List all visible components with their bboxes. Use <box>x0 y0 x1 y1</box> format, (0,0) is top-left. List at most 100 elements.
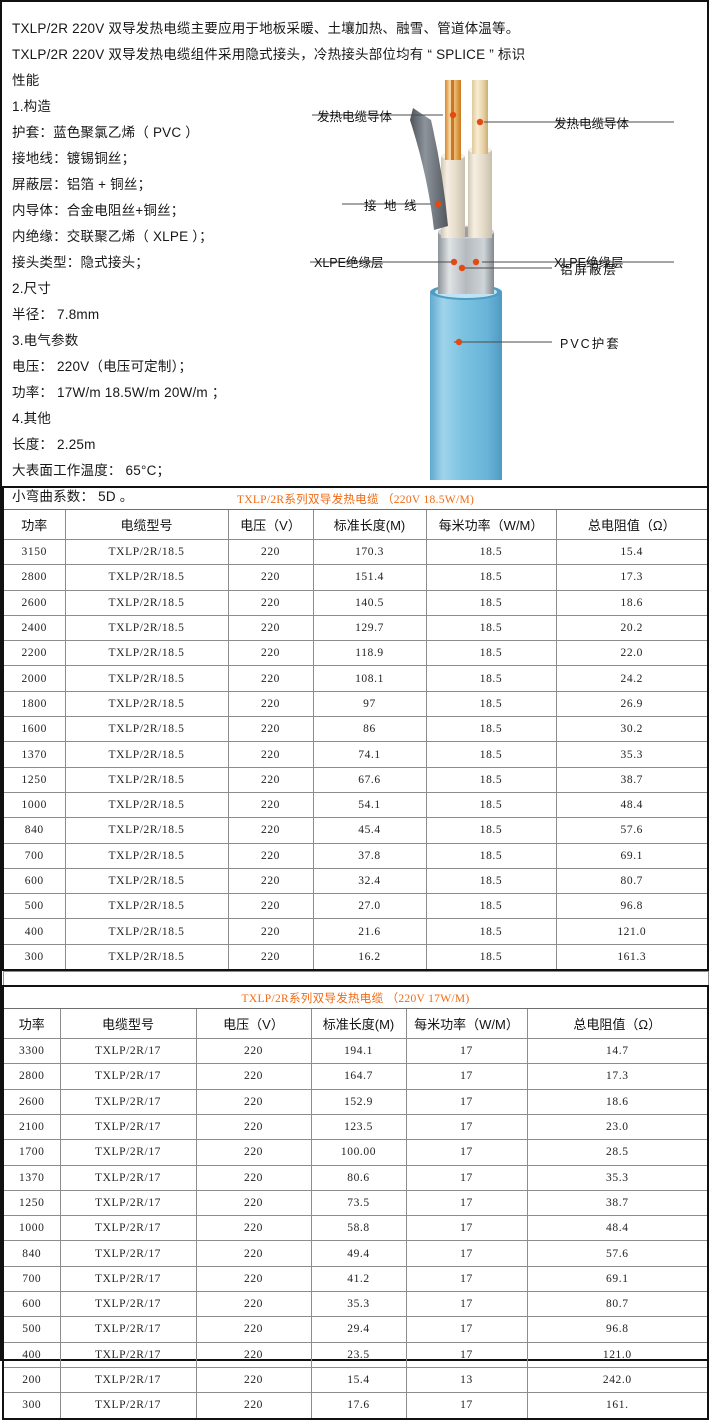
table-cell: TXLP/2R/18.5 <box>64 716 229 743</box>
table-cell: 2600 <box>2 589 66 616</box>
table-cell: 300 <box>2 943 66 972</box>
table-2-col-power: 功率 <box>2 1008 61 1040</box>
table-cell: 17 <box>405 1240 528 1267</box>
table-row: 1000 TXLP/2R/17 220 58.8 17 48.4 <box>2 1215 709 1242</box>
spec-line-ground-wire: 接地线：镀锡铜丝； <box>12 151 136 166</box>
table-cell: 123.5 <box>310 1113 407 1141</box>
table-row: 600 TXLP/2R/17 220 35.3 17 80.7 <box>2 1291 709 1318</box>
leader-dots <box>434 111 484 346</box>
table-cell: 700 <box>2 842 66 869</box>
product-description-section: TXLP/2R 220V 双导发热电缆主要应用于地板采暖、土壤加热、融雪、管道体… <box>2 2 707 504</box>
table-cell: 45.4 <box>312 817 427 844</box>
table-cell: 13 <box>405 1366 528 1394</box>
table-gap-cell <box>2 971 709 987</box>
table-cell: 500 <box>2 893 66 920</box>
table-cell: 26.9 <box>555 690 709 718</box>
table-cell: 73.5 <box>310 1189 407 1217</box>
table-cell: 600 <box>2 867 66 895</box>
table-cell: 2600 <box>2 1088 61 1115</box>
cable-cutaway-illustration: 发热电缆导体 发热电缆导体 接 地 线 XLPE绝缘层 XLPE绝缘层 铝屏蔽层… <box>302 80 702 480</box>
table-cell: 18.5 <box>425 614 557 642</box>
table-cell: 86 <box>312 716 427 743</box>
table-cell: 600 <box>2 1291 61 1318</box>
table-1-col-model: 电缆型号 <box>64 509 229 540</box>
table-cell: 18.5 <box>425 716 557 743</box>
table-cell: 18.5 <box>425 791 557 819</box>
table-cell: 220 <box>227 817 314 844</box>
table-cell: 220 <box>195 1392 312 1420</box>
table-cell: 151.4 <box>312 564 427 591</box>
table-1-body: TXLP/2R系列双导发热电缆 （220V 18.5W/M) 功率 电缆型号 电… <box>1 486 709 972</box>
table-1-col-length: 标准长度(M) <box>312 509 427 540</box>
table-cell: 17 <box>405 1063 528 1090</box>
intro-line-1: TXLP/2R 220V 双导发热电缆主要应用于地板采暖、土壤加热、融雪、管道体… <box>12 21 520 36</box>
table-cell: 121.0 <box>526 1341 709 1368</box>
table-1-col-resistance: 总电阻值（Ω） <box>555 509 709 540</box>
table-cell: 242.0 <box>526 1366 709 1394</box>
table-2-col-voltage: 电压（V） <box>195 1008 312 1040</box>
table-cell: 15.4 <box>555 538 709 566</box>
table-cell: 194.1 <box>310 1038 407 1065</box>
table-cell: 18.5 <box>425 665 557 692</box>
table-cell: 18.6 <box>526 1088 709 1115</box>
table-cell: TXLP/2R/17 <box>59 1341 197 1368</box>
spec-line-radius: 半径： 7.8mm <box>12 307 100 322</box>
label-ground-wire: 接 地 线 <box>364 199 419 213</box>
table-cell: TXLP/2R/17 <box>59 1265 197 1293</box>
table-row: 600 TXLP/2R/18.5 220 32.4 18.5 80.7 <box>2 867 709 895</box>
table-row: 200 TXLP/2R/17 220 15.4 13 242.0 <box>2 1366 709 1394</box>
table-cell: 2100 <box>2 1113 61 1141</box>
table-row: 1370 TXLP/2R/18.5 220 74.1 18.5 35.3 <box>2 741 709 768</box>
table-cell: TXLP/2R/18.5 <box>64 741 229 768</box>
table-cell: 170.3 <box>312 538 427 566</box>
table-cell: 220 <box>195 1240 312 1267</box>
table-2-title-row: TXLP/2R系列双导发热电缆 （220V 17W/M) <box>1 985 709 1010</box>
table-cell: TXLP/2R/18.5 <box>64 564 229 591</box>
table-cell: TXLP/2R/18.5 <box>64 817 229 844</box>
table-cell: 18.5 <box>425 943 557 972</box>
label-xlpe-right: XLPE绝缘层 <box>554 256 624 270</box>
table-cell: 17 <box>405 1265 528 1293</box>
table-cell: 220 <box>195 1088 312 1115</box>
table-cell: 67.6 <box>312 766 427 793</box>
table-cell: 1800 <box>2 690 66 718</box>
table-cell: TXLP/2R/17 <box>59 1240 197 1267</box>
table-cell: 57.6 <box>526 1240 709 1267</box>
table-row: 1370 TXLP/2R/17 220 80.6 17 35.3 <box>2 1164 709 1191</box>
table-cell: 69.1 <box>526 1265 709 1293</box>
spec-line-inner-insulation: 内绝缘：交联聚乙烯（ XLPE ）； <box>12 229 213 244</box>
table-cell: 17 <box>405 1113 528 1141</box>
table-cell: TXLP/2R/18.5 <box>64 791 229 819</box>
table-cell: 58.8 <box>310 1215 407 1242</box>
table-1-title-row: TXLP/2R系列双导发热电缆 （220V 18.5W/M) <box>1 486 709 510</box>
table-cell: 118.9 <box>312 640 427 667</box>
table-cell: TXLP/2R/18.5 <box>64 665 229 692</box>
table-1-col-voltage: 电压（V） <box>227 509 314 540</box>
table-1-col-power-per-meter: 每米功率（W/M） <box>425 509 557 540</box>
table-cell: 18.5 <box>425 538 557 566</box>
table-cell: 220 <box>227 766 314 793</box>
spec-line-shield: 屏蔽层：铝箔 + 铜丝； <box>12 177 152 192</box>
table-row: 2600 TXLP/2R/18.5 220 140.5 18.5 18.6 <box>2 589 709 616</box>
table-cell: 96.8 <box>555 893 709 920</box>
label-aluminium-shield: 铝屏蔽层 <box>560 263 619 277</box>
label-xlpe-left: XLPE绝缘层 <box>314 256 384 270</box>
table-cell: 220 <box>227 690 314 718</box>
spec-line-other-heading: 4.其他 <box>12 411 52 426</box>
table-cell: 840 <box>2 1240 61 1267</box>
table-row: 2800 TXLP/2R/17 220 164.7 17 17.3 <box>2 1063 709 1090</box>
spec-line-power: 功率： 17W/m 18.5W/m 20W/m ； <box>12 385 226 400</box>
table-2-header-row: 功率 电缆型号 电压（V） 标准长度(M) 每米功率（W/M） 总电阻值（Ω） <box>2 1008 709 1040</box>
intro-line-3: 性能 <box>12 73 40 88</box>
table-cell: 17 <box>405 1038 528 1065</box>
xlpe-insulation-shape <box>441 146 492 238</box>
table-cell: 18.5 <box>425 690 557 718</box>
table-cell: 96.8 <box>526 1316 709 1343</box>
table-cell: 37.8 <box>312 842 427 869</box>
table-cell: 24.2 <box>555 665 709 692</box>
table-cell: 48.4 <box>555 791 709 819</box>
table-cell: 220 <box>195 1063 312 1090</box>
table-cell: 220 <box>195 1113 312 1141</box>
table-row: 3150 TXLP/2R/18.5 220 170.3 18.5 15.4 <box>2 538 709 566</box>
table-cell: TXLP/2R/18.5 <box>64 589 229 616</box>
